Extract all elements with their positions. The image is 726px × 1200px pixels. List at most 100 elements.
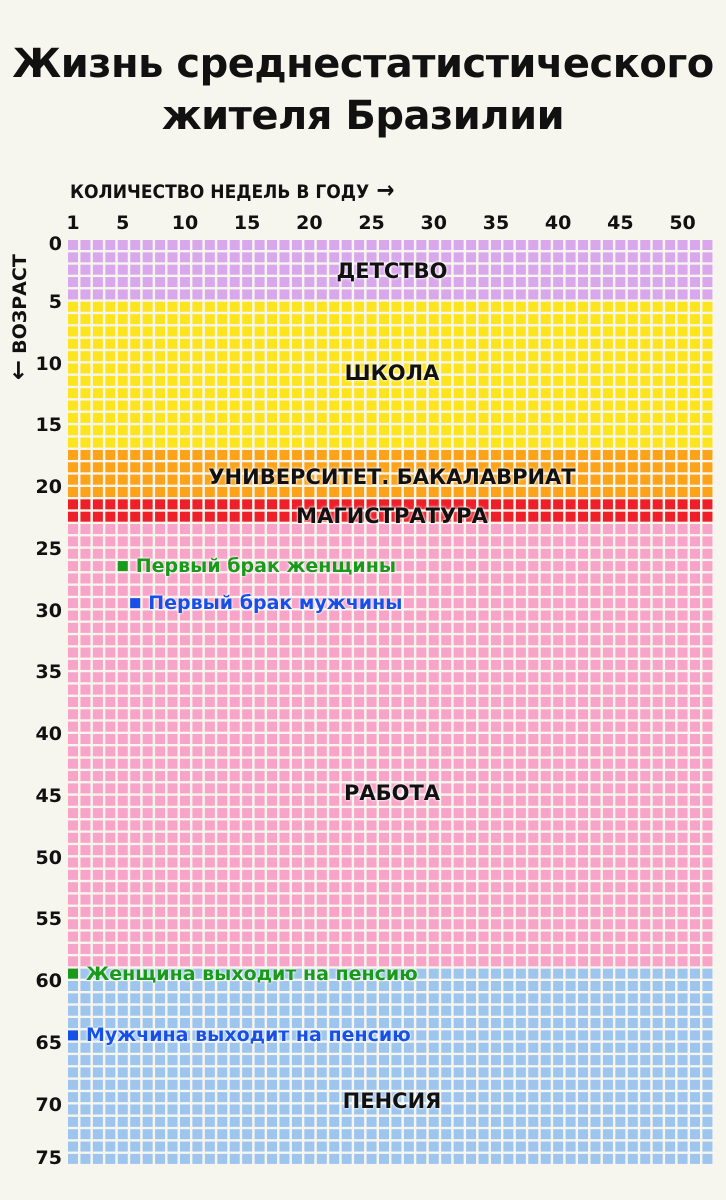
week-cell (254, 832, 265, 843)
week-cell (105, 573, 116, 584)
week-cell (391, 943, 402, 954)
week-cell (553, 845, 564, 856)
week-cell (441, 981, 452, 991)
week-cell (428, 771, 439, 782)
week-cell (428, 783, 439, 794)
week-cell (80, 301, 91, 312)
week-cell (80, 1092, 91, 1103)
week-cell (155, 734, 166, 744)
y-tick: 40 (35, 723, 62, 745)
week-cell (229, 845, 240, 856)
week-cell (528, 635, 539, 646)
week-cell (441, 425, 452, 436)
week-cell (329, 363, 340, 374)
week-cell (192, 943, 203, 954)
week-cell (590, 351, 601, 362)
week-cell (428, 289, 439, 300)
week-cell (80, 622, 91, 633)
week-cell (391, 1018, 402, 1029)
week-cell (117, 647, 128, 658)
week-cell (267, 326, 278, 337)
week-cell (155, 808, 166, 819)
week-cell (640, 400, 651, 411)
week-cell (267, 968, 278, 979)
week-cell (68, 561, 78, 572)
week-cell (478, 474, 489, 485)
week-cell (478, 1067, 489, 1078)
week-cell (652, 1104, 663, 1115)
week-cell (267, 412, 278, 423)
week-cell (291, 758, 302, 769)
week-cell (403, 1116, 414, 1127)
week-cell (553, 771, 564, 782)
week-cell (503, 462, 514, 473)
week-cell (503, 845, 514, 856)
week-cell (68, 1129, 78, 1140)
week-cell (68, 943, 78, 954)
week-cell (142, 610, 153, 621)
week-cell (130, 252, 141, 263)
week-cell (553, 1141, 564, 1152)
week-cell (105, 449, 116, 460)
y-tick: 65 (35, 1031, 62, 1054)
week-cell (192, 301, 203, 312)
week-cell (478, 734, 489, 744)
week-cell (254, 536, 265, 547)
week-cell (590, 659, 601, 670)
week-cell (627, 252, 638, 263)
week-cell (217, 264, 228, 275)
week-cell (578, 1067, 589, 1078)
week-cell (515, 795, 526, 806)
week-cell (428, 906, 439, 917)
week-cell (316, 326, 327, 337)
week-cell (702, 919, 713, 930)
week-cell (553, 1067, 564, 1078)
week-cell (155, 487, 166, 497)
week-cell (640, 1055, 651, 1066)
week-cell (503, 264, 514, 275)
week-cell (490, 314, 501, 325)
week-cell (416, 598, 427, 609)
week-cell (690, 845, 700, 856)
week-cell (590, 672, 601, 683)
week-cell (702, 487, 713, 497)
week-cell (192, 573, 203, 584)
week-cell (528, 437, 539, 448)
week-cell (466, 363, 477, 374)
week-cell (267, 684, 278, 695)
week-cell (167, 869, 178, 880)
week-cell (354, 906, 365, 917)
week-cell (142, 1153, 153, 1164)
week-cell (590, 412, 601, 423)
week-cell (179, 536, 190, 547)
week-cell (690, 363, 700, 374)
week-cell (515, 783, 526, 794)
week-cell (217, 240, 228, 250)
week-cell (540, 931, 551, 942)
week-cell (179, 845, 190, 856)
week-cell (615, 1104, 626, 1115)
week-cell (92, 635, 103, 646)
week-cell (702, 610, 713, 621)
week-cell (515, 906, 526, 917)
week-cell (590, 981, 601, 991)
week-cell (540, 1067, 551, 1078)
week-cell (627, 412, 638, 423)
week-cell (92, 610, 103, 621)
week-cell (553, 511, 564, 522)
week-cell (167, 1141, 178, 1152)
week-cell (602, 721, 613, 732)
week-cell (391, 1030, 402, 1041)
week-cell (254, 375, 265, 386)
week-cell (130, 622, 141, 633)
week-cell (204, 1079, 215, 1090)
week-cell (590, 696, 601, 707)
week-cell (379, 647, 389, 658)
week-cell (602, 659, 613, 670)
week-cell (379, 425, 389, 436)
week-cell (291, 696, 302, 707)
week-cell (540, 635, 551, 646)
week-cell (403, 1153, 414, 1164)
week-cell (291, 956, 302, 967)
week-cell (590, 289, 601, 300)
